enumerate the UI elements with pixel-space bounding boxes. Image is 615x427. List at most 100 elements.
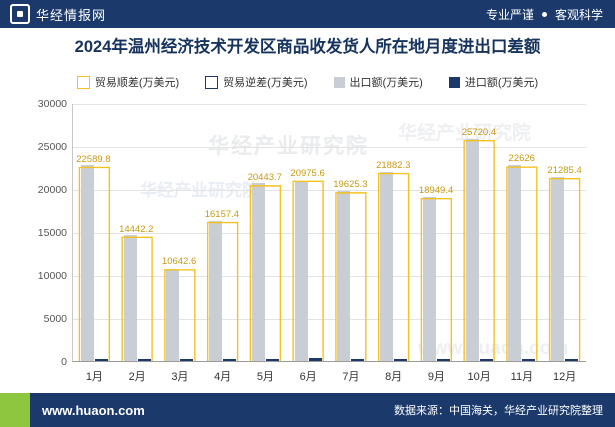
x-axis-tick: 9月 bbox=[427, 371, 445, 383]
grid-line bbox=[73, 190, 586, 191]
chart-title: 2024年温州经济技术开发区商品收发货人所在地月度进出口差额 bbox=[74, 38, 541, 56]
bar-group: 1月 bbox=[73, 104, 116, 383]
x-axis-tick: 12月 bbox=[553, 371, 577, 383]
bar-exports bbox=[551, 176, 565, 361]
bar-imports bbox=[351, 359, 365, 361]
legend-label-deficit: 贸易逆差(万美元) bbox=[223, 77, 308, 89]
legend-item-surplus[interactable]: 贸易顺差(万美元) bbox=[76, 74, 180, 90]
legend-label-imports: 进口额(万美元) bbox=[464, 77, 539, 89]
bar-exports bbox=[123, 235, 137, 361]
surplus-value-label: 16157.4 bbox=[204, 209, 240, 221]
bar-exports bbox=[508, 164, 522, 361]
bar-imports bbox=[223, 359, 237, 361]
dot-separator-icon bbox=[541, 11, 547, 17]
surplus-value-label: 21285.4 bbox=[547, 164, 582, 176]
legend-swatch-deficit-icon bbox=[205, 75, 219, 89]
bar-group: 3月 bbox=[159, 104, 202, 383]
bar-group: 4月 bbox=[201, 104, 244, 383]
bar-exports bbox=[465, 138, 479, 361]
x-axis-tick: 3月 bbox=[171, 371, 189, 383]
surplus-value-label: 19625.3 bbox=[333, 179, 368, 191]
bar-group: 12月 bbox=[543, 104, 586, 383]
bar-exports bbox=[166, 268, 180, 361]
y-axis-tick: 20000 bbox=[37, 184, 67, 196]
bar-imports bbox=[436, 359, 450, 361]
y-axis-tick: 15000 bbox=[37, 227, 67, 239]
bar-exports bbox=[380, 172, 394, 361]
bar-imports bbox=[94, 359, 108, 361]
legend-swatch-surplus-icon bbox=[76, 75, 90, 89]
x-axis-tick: 8月 bbox=[385, 371, 403, 383]
grid-line bbox=[73, 233, 586, 234]
x-axis-tick: 6月 bbox=[299, 371, 317, 383]
legend-swatch-exports-icon bbox=[333, 76, 345, 88]
bar-group: 10月 bbox=[458, 104, 501, 383]
surplus-value-label: 21882.3 bbox=[376, 159, 411, 171]
bar-imports bbox=[565, 359, 579, 361]
tagline-professional: 专业严谨 bbox=[485, 7, 534, 22]
legend-item-imports[interactable]: 进口额(万美元) bbox=[448, 74, 539, 90]
bar-exports bbox=[422, 197, 436, 361]
footer-site: www.huaon.com bbox=[42, 402, 145, 418]
surplus-value-label: 22626 bbox=[508, 153, 535, 165]
bar-imports bbox=[479, 359, 493, 361]
legend-swatch-imports-icon bbox=[448, 76, 460, 88]
grid-line bbox=[73, 319, 586, 320]
legend-label-surplus: 贸易顺差(万美元) bbox=[94, 77, 180, 89]
bar-exports bbox=[294, 180, 308, 361]
chart-plot-area: 0 5000 10000 15000 20000 25000 30000 1月 2月 3月 4月 5… bbox=[30, 98, 590, 383]
bar-group: 6月 bbox=[287, 104, 330, 383]
footer-accent-block bbox=[0, 393, 30, 427]
legend-label-exports: 出口额(万美元) bbox=[349, 77, 423, 89]
legend-item-deficit[interactable]: 贸易逆差(万美元) bbox=[205, 74, 308, 90]
x-axis-tick: 11月 bbox=[510, 371, 534, 383]
bar-imports bbox=[308, 358, 322, 361]
plot-inner: 0 5000 10000 15000 20000 25000 30000 1月 2月 3月 4月 5… bbox=[38, 98, 586, 383]
bar-exports bbox=[80, 164, 94, 361]
bar-group: 5月 bbox=[244, 104, 287, 383]
bar-columns: 1月 2月 3月 4月 5月 6月 7月 8月 9月 10月 11月 12月 bbox=[73, 104, 586, 383]
legend-item-exports[interactable]: 出口额(万美元) bbox=[333, 74, 423, 90]
brand-name: 华经情报网 bbox=[36, 7, 107, 23]
surplus-value-label: 25720.4 bbox=[461, 126, 497, 138]
footer-source: 数据来源：中国海关，华经产业研究院整理 bbox=[394, 405, 603, 417]
surplus-value-label: 10642.6 bbox=[161, 256, 197, 268]
x-axis-tick: 7月 bbox=[342, 371, 360, 383]
bar-imports bbox=[522, 359, 536, 361]
surplus-value-label: 20975.6 bbox=[290, 167, 325, 179]
x-axis-tick: 5月 bbox=[256, 371, 274, 383]
y-axis-tick: 0 bbox=[61, 356, 67, 368]
surplus-value-label: 22589.8 bbox=[76, 153, 111, 165]
bar-group: 9月 bbox=[415, 104, 458, 383]
x-axis-tick: 1月 bbox=[85, 371, 103, 383]
surplus-value-label: 18949.4 bbox=[418, 185, 454, 197]
surplus-value-label: 14442.2 bbox=[119, 223, 154, 235]
bar-exports bbox=[337, 190, 351, 361]
header-bar: 华经情报网 专业严谨 客观科学 bbox=[0, 0, 615, 28]
bar-group: 11月 bbox=[501, 104, 544, 383]
y-axis-tick: 5000 bbox=[43, 313, 67, 325]
surplus-line-series bbox=[78, 139, 581, 361]
x-axis-tick: 4月 bbox=[214, 371, 232, 383]
bar-imports bbox=[180, 359, 194, 361]
bar-group: 7月 bbox=[330, 104, 373, 383]
y-axis-tick: 25000 bbox=[37, 141, 67, 153]
bar-imports bbox=[137, 359, 151, 361]
bar-exports bbox=[251, 182, 265, 361]
grid-line bbox=[73, 276, 586, 277]
bar-group: 8月 bbox=[372, 104, 415, 383]
header-taglines: 专业严谨 客观科学 bbox=[486, 6, 615, 23]
x-axis-tick: 2月 bbox=[128, 371, 146, 383]
bar-imports bbox=[265, 358, 279, 361]
tagline-objective: 客观科学 bbox=[554, 7, 603, 22]
bar-imports bbox=[394, 359, 408, 361]
footer-bar: www.huaon.com 数据来源：中国海关，华经产业研究院整理 bbox=[0, 393, 615, 427]
brand-logo[interactable]: 华经情报网 bbox=[0, 4, 106, 24]
bar-group: 2月 bbox=[116, 104, 159, 383]
bar-exports bbox=[209, 220, 223, 361]
y-axis-tick: 10000 bbox=[37, 270, 67, 282]
surplus-value-label: 20443.7 bbox=[247, 172, 282, 184]
y-axis-tick: 30000 bbox=[37, 98, 67, 110]
square-logo-icon bbox=[10, 4, 30, 24]
